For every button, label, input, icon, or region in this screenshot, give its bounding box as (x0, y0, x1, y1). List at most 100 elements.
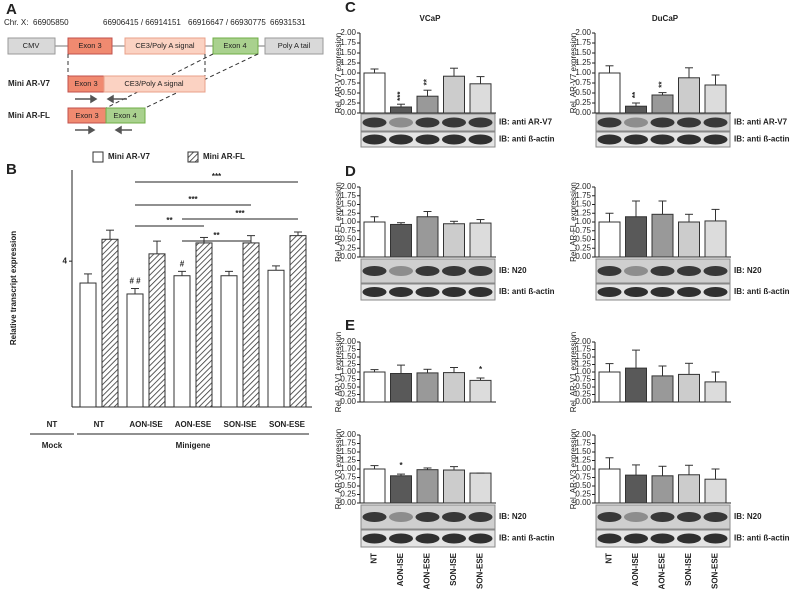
blot-band (389, 117, 413, 128)
y-tick-label: 0.75 (575, 473, 591, 482)
y-tick-label: 1.25 (575, 456, 591, 465)
y-tick-label: 0.25 (340, 243, 356, 252)
significance: * (479, 365, 483, 374)
y-tick-label: 0.25 (575, 98, 591, 107)
blot-band (468, 134, 493, 145)
coordinate: 66931531 (270, 18, 306, 27)
blot-band (677, 134, 701, 145)
bar (651, 475, 674, 504)
coordinate: 66905850 (33, 18, 69, 27)
blot-band (442, 533, 466, 544)
blot-band (624, 533, 648, 544)
blot-band (624, 287, 648, 297)
y-tick-label: 0.75 (575, 375, 591, 384)
blot-band (362, 533, 387, 544)
y-tick-label: 1.00 (340, 217, 356, 226)
blot-band (597, 533, 622, 544)
construct-label: Mini AR-FL (8, 111, 50, 120)
x-tick-label: AON-ISE (129, 420, 163, 429)
y-axis-title: Rel. AR-V3 expression (334, 429, 343, 509)
blot-label: IB: N20 (734, 266, 762, 275)
column-title: VCaP (420, 14, 442, 23)
blot-band (677, 512, 701, 522)
bar (469, 379, 492, 403)
blot-band (468, 287, 493, 297)
bar (625, 474, 647, 504)
blot-band (389, 512, 413, 522)
blot-band (624, 512, 648, 522)
y-tick-label: 0.00 (575, 498, 591, 507)
y-tick-label: 1.75 (340, 439, 356, 448)
bar (678, 221, 700, 258)
bar (195, 242, 213, 408)
blot-label: IB: anti ß-actin (499, 534, 555, 543)
significance: ** (423, 78, 432, 85)
y-tick-label: 1.75 (575, 191, 591, 200)
y-axis-title: Rel. AR-V1 expression (569, 332, 578, 412)
box-label: Exon 4 (223, 41, 246, 50)
tail-box (264, 37, 324, 55)
blot-label: IB: anti ß-actin (734, 534, 790, 543)
blot-label: IB: anti AR-V7 (499, 118, 553, 127)
blot-band (415, 266, 440, 276)
blot-band (650, 533, 675, 544)
x-tick-label: AON-ISE (396, 552, 405, 586)
bracket-label: ** (213, 231, 220, 240)
blot-label: IB: N20 (734, 512, 762, 521)
x-tick-label: NT (47, 420, 58, 429)
y-tick-label: 0.75 (340, 473, 356, 482)
y-axis-title: Rel. AR-FL expression (569, 182, 578, 262)
bar (651, 213, 674, 258)
blot-band (650, 266, 675, 276)
blot-band (624, 134, 648, 145)
significance: # # (129, 277, 141, 286)
bar (220, 275, 238, 408)
y-tick-label: 0.50 (340, 382, 356, 391)
bar (416, 216, 439, 258)
box-label: Poly A tail (278, 41, 311, 50)
y-tick-label: 0.00 (575, 108, 591, 117)
bar (598, 468, 621, 504)
y-tick-label: 0.00 (340, 498, 356, 507)
blot-band (703, 134, 728, 145)
bar (443, 372, 465, 403)
y-tick-label: 1.75 (340, 38, 356, 47)
y-tick-label: 1.25 (575, 58, 591, 67)
blot-band (442, 287, 466, 297)
box-label: Exon 3 (78, 41, 101, 50)
y-tick-label: 2.00 (575, 28, 591, 37)
blot-band (597, 266, 622, 276)
blot-band (468, 512, 493, 522)
y-tick-label: 0.25 (575, 490, 591, 499)
bar (443, 223, 465, 258)
x-tick-label: SON-ESE (711, 552, 720, 589)
blot-band (650, 117, 675, 128)
y-tick-label: 1.75 (575, 345, 591, 354)
bar (598, 371, 621, 403)
bar (363, 468, 386, 504)
blot-band (362, 266, 387, 276)
bar (126, 293, 144, 408)
blot-band (677, 533, 701, 544)
y-tick-label: 0.25 (575, 390, 591, 399)
y-tick-label: 2.00 (340, 337, 356, 346)
y-tick-label: 1.75 (340, 191, 356, 200)
blot-band (677, 287, 701, 297)
bar (704, 84, 727, 114)
bar (598, 72, 621, 114)
y-tick-label: 1.50 (575, 200, 591, 209)
x-tick-label: SON-ESE (476, 552, 485, 589)
blot-label: IB: anti ß-actin (499, 135, 555, 144)
y-axis-title: Rel. AR-V1 expression (334, 332, 343, 412)
bar (704, 220, 727, 258)
significance: * (399, 461, 403, 470)
blot-band (442, 266, 466, 276)
blot-band (442, 117, 466, 128)
blot-band (442, 512, 466, 522)
blot-band (389, 533, 413, 544)
exon3-box (67, 37, 113, 55)
significance: # (180, 259, 185, 268)
y-tick-label: 1.00 (575, 367, 591, 376)
bar (625, 105, 647, 114)
blot-band (389, 287, 413, 297)
